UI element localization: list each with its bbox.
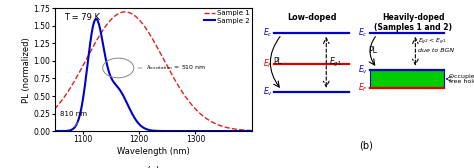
Text: $E_v$: $E_v$ xyxy=(358,64,368,76)
Text: PL: PL xyxy=(369,46,378,55)
Y-axis label: PL (normalized): PL (normalized) xyxy=(21,37,30,103)
Text: Low-doped: Low-doped xyxy=(287,13,337,22)
Text: $E_F$: $E_F$ xyxy=(263,57,273,70)
Text: PL: PL xyxy=(273,57,283,66)
Text: $E_v$: $E_v$ xyxy=(263,86,273,98)
Text: $E_{g1}$: $E_{g1}$ xyxy=(329,56,342,69)
Text: (a): (a) xyxy=(146,165,160,168)
Text: 810 nm: 810 nm xyxy=(60,111,87,117)
Legend: Sample 1, Sample 2: Sample 1, Sample 2 xyxy=(203,10,250,24)
Text: $E_c$: $E_c$ xyxy=(358,27,368,39)
Text: $E_{g2} < E_{g1}$
due to BGN: $E_{g2} < E_{g1}$ due to BGN xyxy=(418,37,454,53)
Text: $E_F$: $E_F$ xyxy=(358,82,368,94)
Text: Occupied by
free holes: Occupied by free holes xyxy=(448,74,474,84)
Text: (b): (b) xyxy=(359,141,373,151)
Text: $E_c$: $E_c$ xyxy=(263,27,273,39)
Text: Heavily-doped
(Samples 1 and 2): Heavily-doped (Samples 1 and 2) xyxy=(374,13,452,32)
X-axis label: Wavelength (nm): Wavelength (nm) xyxy=(117,147,190,156)
Text: T = 79 K: T = 79 K xyxy=(64,13,100,22)
Text: $\lambda_{\mathrm{excitation}}$ = 510 nm: $\lambda_{\mathrm{excitation}}$ = 510 nm xyxy=(146,64,206,72)
Bar xyxy=(370,70,445,88)
